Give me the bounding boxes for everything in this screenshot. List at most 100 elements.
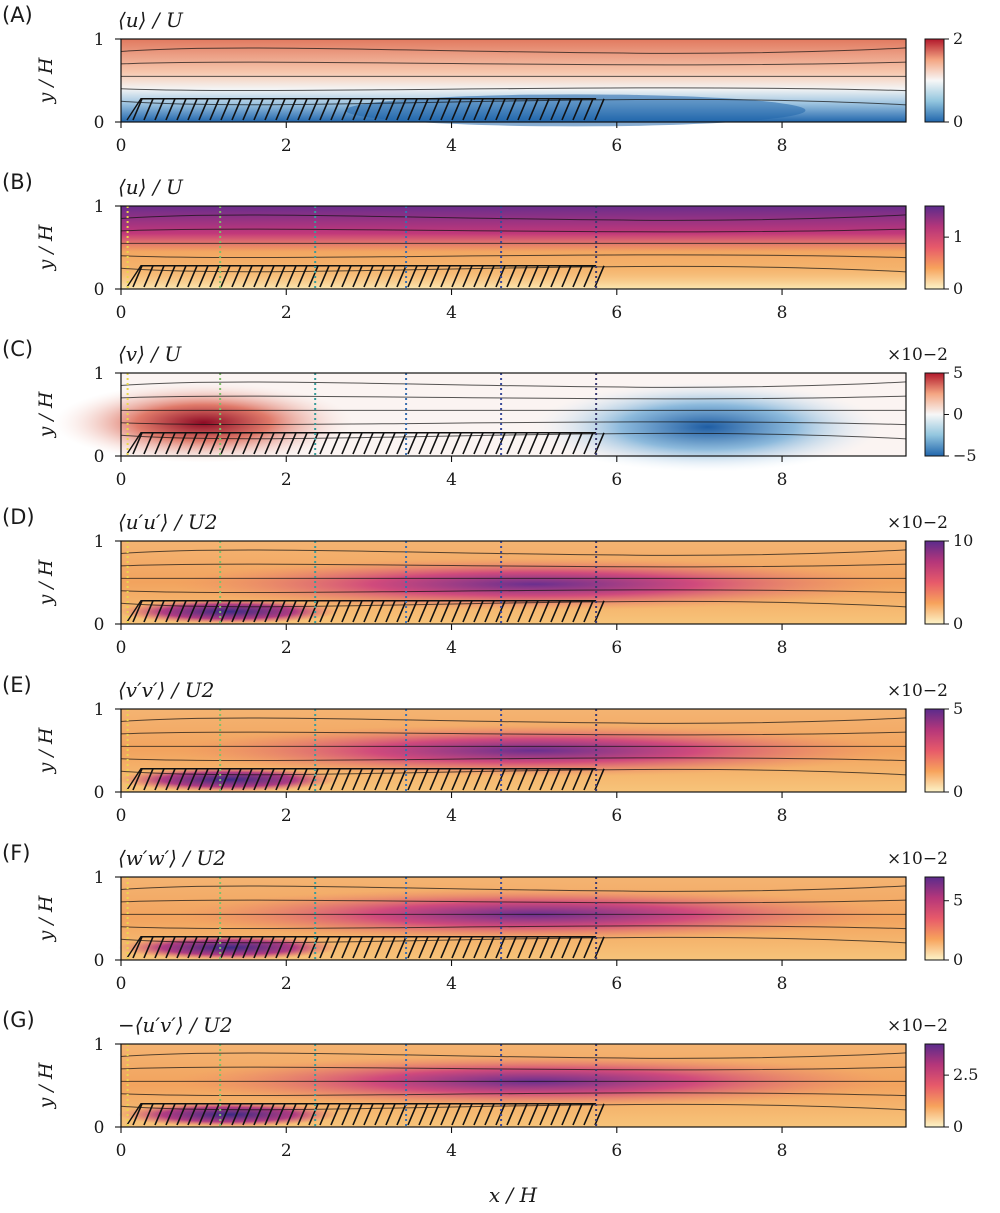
plot-frame: [120, 708, 907, 793]
heatmap-field-D: [118, 541, 907, 624]
y-tick-label: 0: [94, 447, 105, 467]
x-tick-label: 6: [611, 974, 622, 994]
x-tick-label: 8: [777, 136, 788, 156]
y-axis-label: y / H: [35, 1062, 57, 1109]
y-tick-label: 1: [94, 197, 105, 217]
colorbar: [924, 1043, 945, 1128]
colorbar: [924, 876, 945, 961]
x-tick-label: 8: [777, 974, 788, 994]
panel-title: ⟨v′v′⟩ / U2: [118, 678, 214, 702]
panel-label: (D): [2, 505, 35, 529]
y-axis-label: y / H: [35, 895, 57, 942]
panel-label: (G): [2, 1008, 35, 1032]
panel-title: ⟨v⟩ / U: [118, 342, 182, 366]
x-tick-label: 4: [446, 470, 457, 490]
x-tick-label: 2: [281, 638, 292, 658]
y-tick-label: 1: [94, 868, 105, 888]
x-tick-label: 2: [281, 470, 292, 490]
x-tick-label: 0: [116, 638, 127, 658]
x-tick-label: 6: [611, 638, 622, 658]
colorbar: [924, 38, 945, 123]
y-axis-label: y / H: [35, 391, 57, 438]
panel-A: 0 2 4 6 8 0 1 y / H (A) ⟨u⟩ / U 0 2: [2, 3, 963, 156]
x-tick-label: 6: [611, 470, 622, 490]
x-tick-label: 4: [446, 806, 457, 826]
x-tick-label: 2: [281, 974, 292, 994]
panel-E: 0 2 4 6 8 0 1 y / H (E) ⟨v′v′⟩ / U2 0 5 ×10−2: [2, 673, 963, 826]
y-tick-label: 0: [94, 951, 105, 971]
y-axis-label: y / H: [35, 224, 57, 271]
panel-F: 0 2 4 6 8 0 1 y / H (F) ⟨w′w′⟩ / U2 0 5 ×10−2: [2, 841, 963, 994]
plot-frame: [120, 876, 907, 961]
panel-G: 0 2 4 6 8 0 1 y / H (G) −⟨u′v′⟩ / U2 0 2.5 ×10−2: [2, 1008, 978, 1161]
colorbar: [924, 540, 945, 625]
x-tick-label: 2: [281, 303, 292, 323]
heatmap-field-B: [120, 206, 907, 289]
plot-frame: [120, 372, 907, 457]
colorbar-tick-label: −5: [953, 446, 977, 465]
plot-frame: [120, 205, 907, 290]
y-tick-label: 0: [94, 113, 105, 133]
y-tick-label: 0: [94, 783, 105, 803]
colorbar-tick-label: 0: [953, 614, 963, 633]
y-tick-label: 1: [94, 532, 105, 552]
y-axis-label: y / H: [35, 57, 57, 104]
colorbar-tick-label: 5: [953, 363, 963, 382]
colorbar-tick-label: 1: [953, 227, 963, 246]
x-axis-label: x / H: [489, 1183, 538, 1207]
x-tick-label: 0: [116, 136, 127, 156]
colorbar-tick-label: 5: [953, 891, 963, 910]
heatmap-field-G: [118, 1044, 907, 1127]
x-tick-label: 0: [116, 974, 127, 994]
panel-title: ⟨w′w′⟩ / U2: [118, 846, 226, 870]
colorbar-tick-label: 2.5: [953, 1065, 978, 1084]
plot-frame: [120, 1043, 907, 1128]
colorbar-tick-label: 0: [953, 1117, 963, 1136]
y-tick-label: 0: [94, 280, 105, 300]
y-tick-label: 1: [94, 1035, 105, 1055]
x-tick-label: 0: [116, 806, 127, 826]
panel-title: ⟨u⟩ / U: [118, 8, 184, 32]
x-tick-label: 6: [611, 1141, 622, 1161]
panel-C: 0 2 4 6 8 0 1 y / H (C) ⟨v⟩ / U −5 0 5 ×10−2: [2, 337, 977, 490]
panel-title: ⟨u′u′⟩ / U2: [118, 510, 217, 534]
plot-frame: [120, 38, 907, 123]
colorbar-tick-label: 0: [953, 782, 963, 801]
x-tick-label: 6: [611, 806, 622, 826]
colorbar-multiplier: ×10−2: [887, 849, 948, 869]
x-tick-label: 8: [777, 1141, 788, 1161]
heatmap-field-E: [118, 709, 907, 792]
colorbar-multiplier: ×10−2: [887, 681, 948, 701]
y-tick-label: 1: [94, 30, 105, 50]
y-axis-label: y / H: [35, 559, 57, 606]
panel-label: (B): [2, 170, 33, 194]
heatmap-field-A: [120, 39, 907, 127]
y-axis-label: y / H: [35, 727, 57, 774]
y-tick-label: 1: [94, 364, 105, 384]
x-tick-label: 6: [611, 303, 622, 323]
colorbar-multiplier: ×10−2: [887, 1016, 948, 1036]
panel-title: −⟨u′v′⟩ / U2: [118, 1013, 233, 1037]
colorbar-tick-label: 2: [953, 29, 963, 48]
colorbar-multiplier: ×10−2: [887, 345, 948, 365]
x-tick-label: 4: [446, 638, 457, 658]
colorbar-tick-label: 0: [953, 950, 963, 969]
heatmap-field-C: [53, 373, 907, 472]
panel-label: (E): [2, 673, 32, 697]
panel-B: 0 2 4 6 8 0 1 y / H (B) ⟨u⟩ / U 0 1: [2, 170, 963, 323]
colorbar-tick-label: 0: [953, 405, 963, 424]
x-tick-label: 4: [446, 303, 457, 323]
plot-frame: [120, 540, 907, 625]
x-tick-label: 4: [446, 974, 457, 994]
y-tick-label: 1: [94, 700, 105, 720]
colorbar-tick-label: 0: [953, 112, 963, 131]
colorbar-tick-label: 0: [953, 279, 963, 298]
panel-D: 0 2 4 6 8 0 1 y / H (D) ⟨u′u′⟩ / U2 0 10 ×10−2: [2, 505, 973, 658]
x-tick-label: 2: [281, 1141, 292, 1161]
colorbar: [924, 708, 945, 793]
x-tick-label: 0: [116, 303, 127, 323]
y-tick-label: 0: [94, 1118, 105, 1138]
y-tick-label: 0: [94, 615, 105, 635]
x-tick-label: 4: [446, 136, 457, 156]
